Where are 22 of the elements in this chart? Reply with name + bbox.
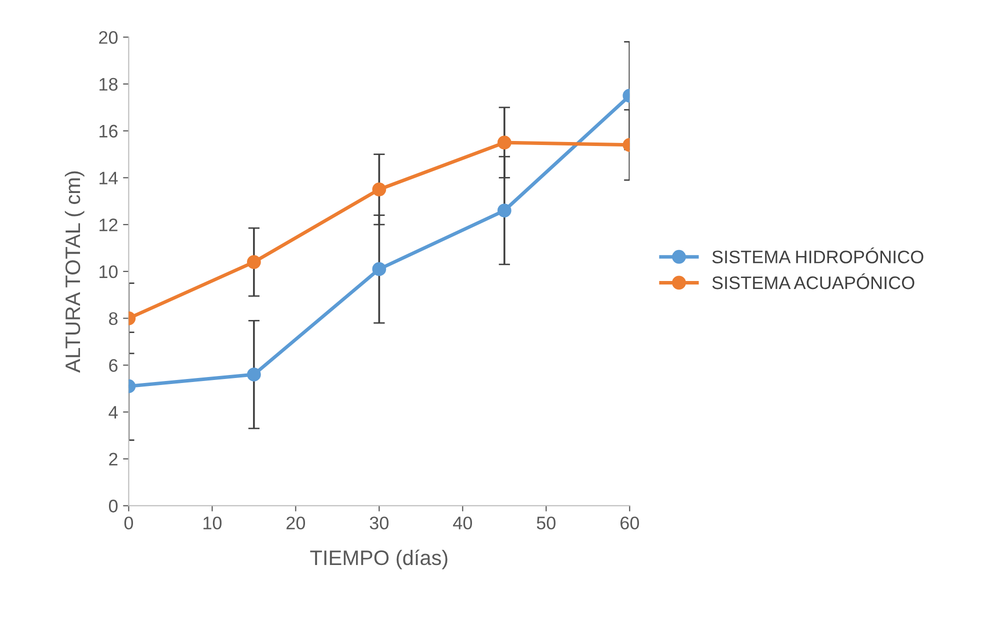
y-tick-label: 4 <box>108 406 118 419</box>
x-tick-label: 20 <box>286 516 306 530</box>
y-tick-label: 0 <box>108 500 118 512</box>
legend-label: SISTEMA ACUAPÓNICO <box>712 273 914 290</box>
y-axis-title: ALTURA TOTAL ( cm) <box>64 171 84 373</box>
legend-label: SISTEMA HIDROPÓNICO <box>712 248 924 264</box>
x-tick-label: 0 <box>124 516 134 530</box>
x-tick-label: 30 <box>370 516 389 530</box>
y-tick-label: 2 <box>109 452 118 466</box>
x-tick-label: 40 <box>453 516 472 530</box>
y-tick-label: 14 <box>100 172 118 184</box>
x-tick-label: 10 <box>204 516 222 530</box>
x-axis-title: TIEMPO (días) <box>310 550 448 570</box>
y-tick-label: 18 <box>100 78 118 91</box>
y-tick-label: 10 <box>100 265 118 278</box>
y-tick-label: 12 <box>100 218 118 232</box>
y-tick-label: 8 <box>109 312 118 326</box>
y-tick-label: 6 <box>109 359 118 372</box>
x-tick-label: 60 <box>620 516 639 530</box>
x-tick-label: 50 <box>536 516 556 530</box>
y-tick-label: 20 <box>99 31 118 44</box>
y-tick-label: 16 <box>100 124 118 138</box>
